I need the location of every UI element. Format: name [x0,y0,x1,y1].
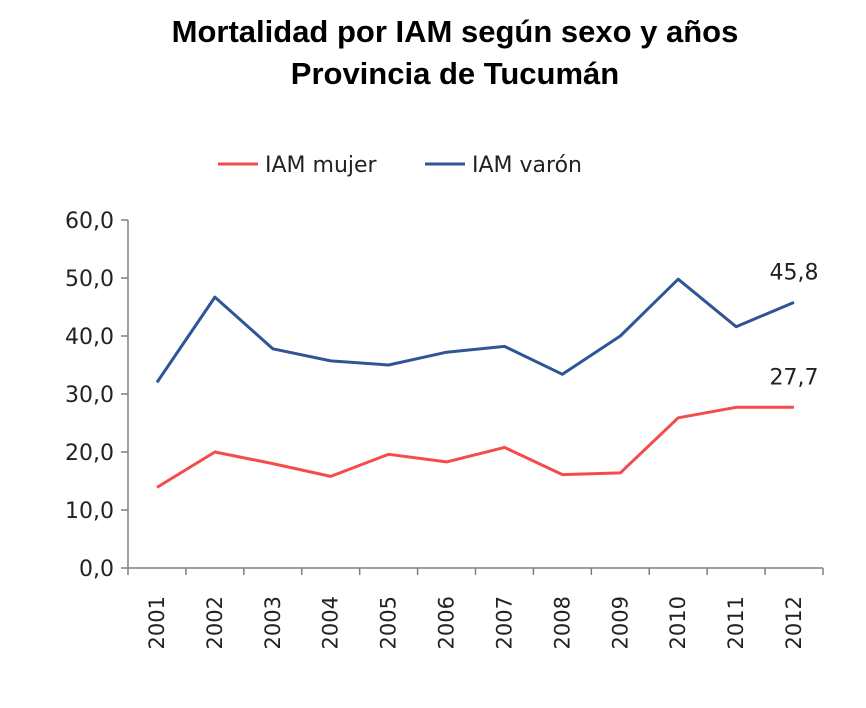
x-tick-label: 2004 [319,596,343,649]
x-tick-label: 2012 [782,596,806,649]
y-tick-label: 40,0 [65,325,114,350]
series-line-iam-varon [155,277,795,384]
x-tick-label: 2006 [435,596,459,649]
y-tick-label: 50,0 [65,267,114,292]
series-layer [155,277,795,489]
legend-label-iam-varon: IAM varón [472,153,582,178]
data-label: 45,8 [770,260,819,285]
x-tick-label: 2001 [145,596,169,649]
x-tick-label: 2005 [377,596,401,649]
y-tick-label: 30,0 [65,383,114,408]
legend-label-iam-mujer: IAM mujer [265,153,378,178]
x-tick-label: 2008 [550,596,574,649]
series-line-iam-mujer [156,405,794,489]
axes [127,220,823,569]
x-tick-label: 2002 [203,596,227,649]
chart-title-line-2: Provincia de Tucumán [291,56,619,91]
x-axis-ticks: 2001 2002 2003 2004 2005 2006 2007 2008 2009 2010… [127,568,824,649]
x-tick-label: 2003 [261,596,285,649]
y-axis-ticks: 0,0 10,0 20,0 30,0 40,0 50,0 60,0 [65,209,128,582]
x-tick-label: 2009 [608,596,632,649]
y-tick-label: 10,0 [65,499,114,524]
y-tick-label: 20,0 [65,441,114,466]
x-tick-label: 2011 [724,596,748,649]
y-tick-label: 0,0 [79,557,114,582]
data-labels: 45,8 27,7 [770,260,819,390]
x-tick-label: 2010 [666,596,690,649]
y-tick-label: 60,0 [65,209,114,234]
chart-title-line-1: Mortalidad por IAM según sexo y años [172,14,739,49]
x-tick-label: 2007 [492,596,516,649]
legend: IAM mujer IAM varón [218,153,582,178]
data-label: 27,7 [770,365,819,390]
